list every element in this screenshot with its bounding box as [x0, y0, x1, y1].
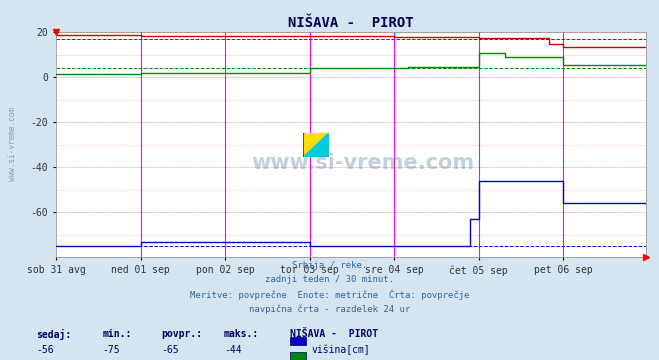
- Polygon shape: [304, 134, 328, 156]
- Text: Srbija / reke.: Srbija / reke.: [292, 261, 367, 270]
- Text: zadnji teden / 30 minut.: zadnji teden / 30 minut.: [265, 275, 394, 284]
- Text: maks.:: maks.:: [224, 329, 259, 339]
- Text: www.si-vreme.com: www.si-vreme.com: [251, 153, 474, 173]
- Title: NIŠAVA -  PIROT: NIŠAVA - PIROT: [288, 16, 414, 30]
- Text: NIŠAVA -  PIROT: NIŠAVA - PIROT: [290, 329, 378, 339]
- Text: www.si-vreme.com: www.si-vreme.com: [8, 107, 17, 181]
- Text: višina[cm]: višina[cm]: [312, 345, 370, 355]
- Text: sedaj:: sedaj:: [36, 329, 71, 341]
- Text: povpr.:: povpr.:: [161, 329, 202, 339]
- Text: navpična črta - razdelek 24 ur: navpična črta - razdelek 24 ur: [249, 304, 410, 314]
- Polygon shape: [304, 134, 328, 156]
- Bar: [303, 132, 330, 157]
- Text: Meritve: povprečne  Enote: metrične  Črta: povprečje: Meritve: povprečne Enote: metrične Črta:…: [190, 290, 469, 300]
- Text: min.:: min.:: [102, 329, 132, 339]
- Text: -56: -56: [36, 345, 54, 355]
- Text: -65: -65: [161, 345, 179, 355]
- Polygon shape: [304, 134, 328, 156]
- Polygon shape: [304, 134, 328, 156]
- Text: -44: -44: [224, 345, 242, 355]
- Text: -75: -75: [102, 345, 120, 355]
